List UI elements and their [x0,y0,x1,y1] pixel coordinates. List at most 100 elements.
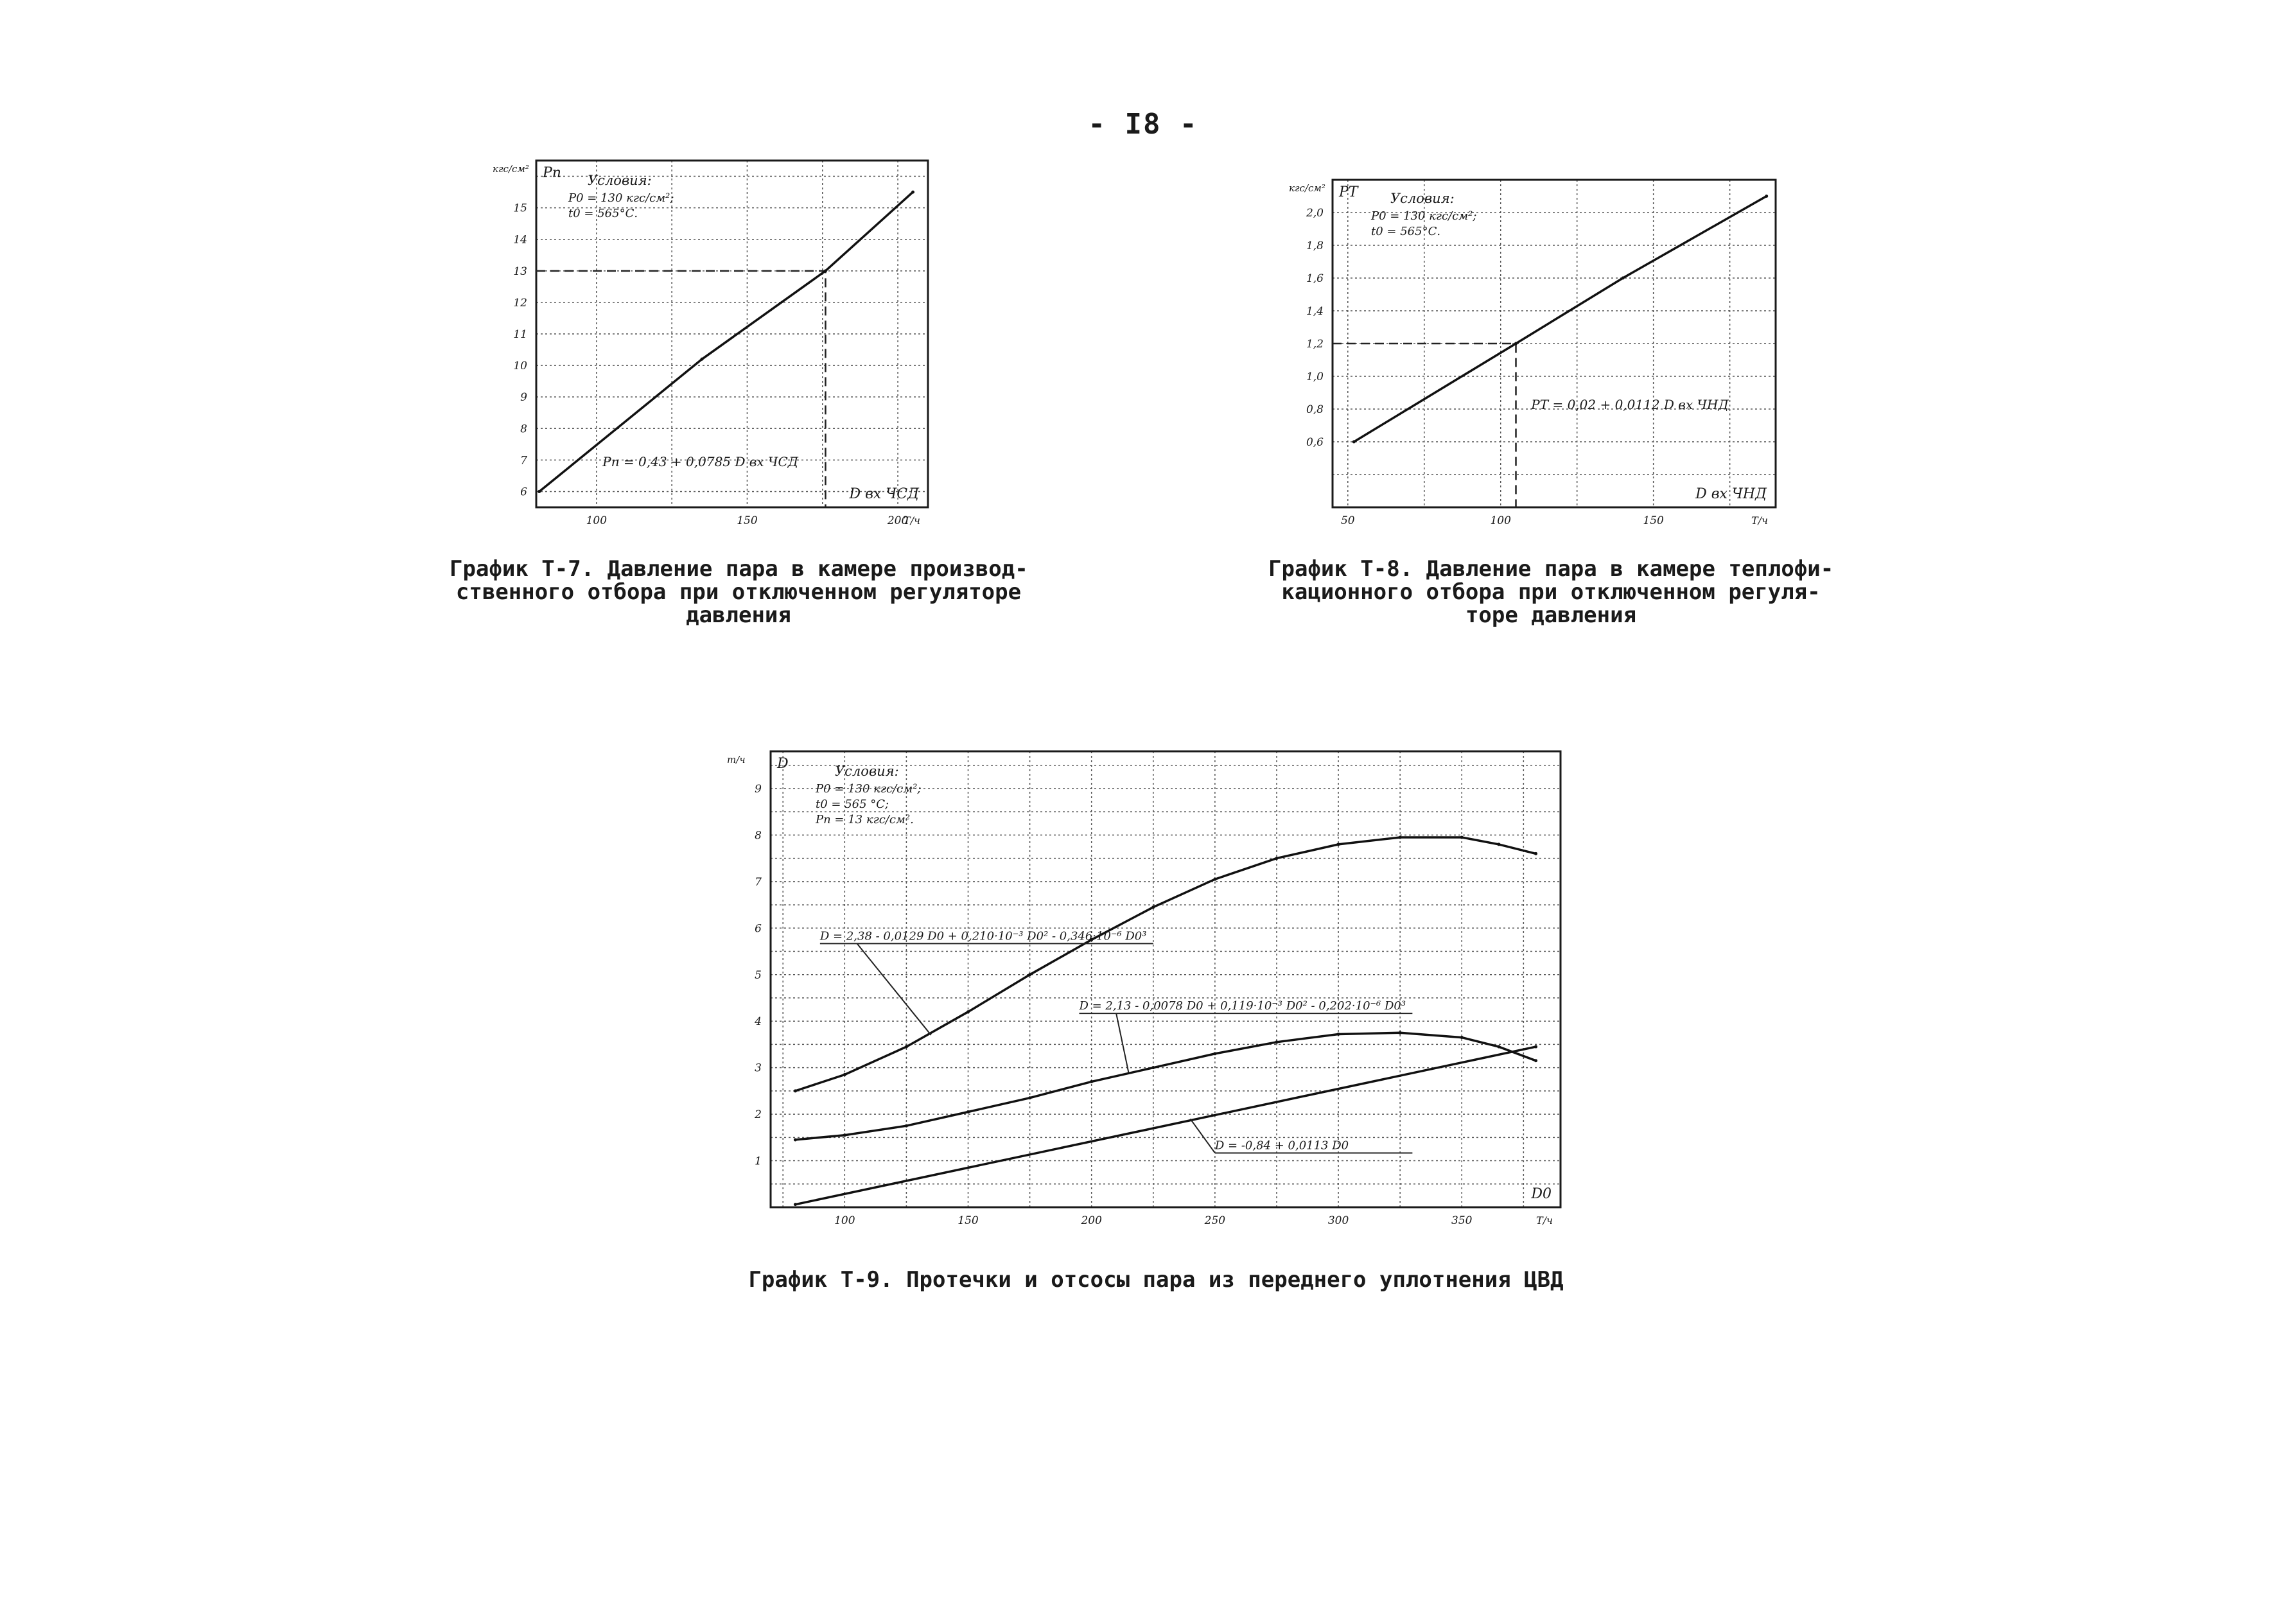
x-axis-label: D0 [1530,1186,1552,1202]
y-tick-label: 5 [755,969,762,982]
data-point [823,269,827,273]
data-point [1275,1040,1279,1044]
data-point [966,1010,970,1014]
caption-t8: График Т-8. Давление пара в камере тепло… [1268,557,1833,627]
data-point [1534,1045,1538,1049]
y-tick-label: 2,0 [1306,207,1324,220]
y-tick-label: 1,8 [1306,240,1324,252]
x-tick-label: 200 [1080,1214,1102,1227]
y-tick-label: 14 [513,234,527,247]
data-point [1028,1096,1032,1100]
y-axis-label: PТ [1338,184,1360,200]
page-number: - I8 - [1088,108,1198,141]
chart-t8: 50 100 150 0,6 0,8 1,0 1,2 1,4 1,6 1,8 2,0 кгс/см² P… [1289,179,1777,527]
data-point [538,489,541,493]
caption-t9: График Т-9. Протечки и отсосы пара из пе… [739,1268,1573,1291]
data-point [1621,276,1625,280]
data-point [1497,1045,1501,1049]
data-point [1336,1032,1340,1036]
data-point [1151,1066,1155,1070]
series-line-1 [538,191,914,493]
y-axis-label: D [776,756,789,772]
data-point [1275,857,1279,860]
x-tick-label: 100 [834,1214,855,1227]
condition-line: P0 = 130 кгс/см²; [1370,209,1476,223]
y-tick-label: 1 [755,1155,762,1168]
x-tick-label: 150 [1643,514,1664,527]
y-axis-unit: кгс/см² [1289,182,1325,194]
data-point [1534,851,1538,855]
condition-line: Pп = 13 кгс/см². [815,813,914,826]
data-point [1460,835,1464,839]
conditions-title: Условия: [588,173,652,188]
series-line-1 [1353,195,1767,443]
y-tick-label: 4 [754,1015,762,1028]
data-point [1090,1079,1094,1083]
condition-line: t0 = 565 °С; [816,798,889,811]
data-point [793,1138,797,1142]
data-point [1534,1059,1538,1063]
y-tick-label: 9 [520,391,527,404]
data-point [793,1203,797,1207]
data-point [1497,843,1501,846]
formula-t9-2-leader [1079,1013,1413,1073]
y-tick-label: 11 [513,328,527,341]
condition-line: P0 = 130 кгс/см²; [568,191,674,205]
caption-t8-line-1: График Т-8. Давление пара в камере тепло… [1268,556,1834,582]
caption-t7-line-1: График Т-7. Давление пара в камере произ… [450,556,1028,582]
conditions-title: Условия: [835,764,899,779]
data-point [1213,877,1217,881]
data-point [904,1045,908,1049]
condition-line: P0 = 130 кгс/см²; [815,782,921,796]
x-tick-label: 300 [1328,1214,1349,1227]
caption-t7: График Т-7. Давление пара в камере произ… [450,557,1028,627]
series-line-3 [795,1045,1536,1206]
y-tick-label: 6 [755,922,762,935]
x-axis-unit: Т/ч [904,514,920,527]
plot-frame [769,750,1562,1209]
x-axis-unit: Т/ч [1751,514,1768,527]
series-line-2 [795,1031,1537,1141]
formula-t9-2: D = 2,13 - 0,0078 D0 + 0,119·10⁻³ D0² - … [1078,999,1406,1013]
data-point [1336,843,1340,846]
data-point [1765,195,1769,198]
series-line-1 [794,836,1537,1092]
data-point [1151,905,1155,909]
formula-t8: PТ = 0,02 + 0,0112 D вх ЧНД [1530,397,1729,412]
data-point [904,1124,908,1128]
formula-t9-3-leader [1189,1118,1413,1154]
y-axis-unit: кгс/см² [493,163,529,175]
data-point [1514,342,1518,345]
y-tick-label: 12 [513,297,527,310]
data-point [700,357,704,361]
y-axis-label: Pп [542,165,561,181]
x-tick-label: 250 [1204,1214,1226,1227]
guide-line [1333,342,1517,507]
y-tick-label: 3 [755,1062,762,1075]
x-tick-label: 50 [1341,514,1355,527]
data-point [1213,1052,1217,1056]
y-tick-label: 8 [755,829,762,842]
x-axis-label: D вх ЧНД [1695,486,1767,502]
y-tick-label: 7 [520,454,527,467]
condition-line: t0 = 565°С. [1371,225,1440,238]
caption-t8-line-2: кационного отбора при отключенном регуля… [1281,579,1821,605]
formula-t9-1: D = 2,38 - 0,0129 D0 + 0,210·10⁻³ D0² - … [819,929,1147,943]
x-axis-label: D вх ЧСД [848,486,920,502]
x-tick-label: 100 [586,514,608,527]
data-point [1028,973,1032,977]
caption-t7-line-2: ственного отбора при отключенном регулят… [455,579,1022,605]
x-tick-label: 150 [737,514,758,527]
condition-line: t0 = 565°С. [568,207,638,220]
data-point [1090,938,1094,941]
y-tick-label: 6 [520,485,527,498]
chart-t9: 100 150 200 250 300 350 1 2 3 4 5 6 7 8 9 т/ч D Т/ч D0 Усло… [727,750,1562,1227]
data-point [966,1110,970,1113]
x-axis-unit: Т/ч [1536,1214,1553,1227]
x-tick-label: 200 [887,514,909,527]
y-tick-label: 1,6 [1306,272,1324,285]
chart-t7: 100 150 200 6 7 8 9 10 11 12 13 14 15 кгс/см² Pп Т/ч D в… [493,159,929,527]
y-tick-label: 15 [513,202,527,215]
data-point [1398,1031,1402,1035]
data-point [843,1073,846,1077]
